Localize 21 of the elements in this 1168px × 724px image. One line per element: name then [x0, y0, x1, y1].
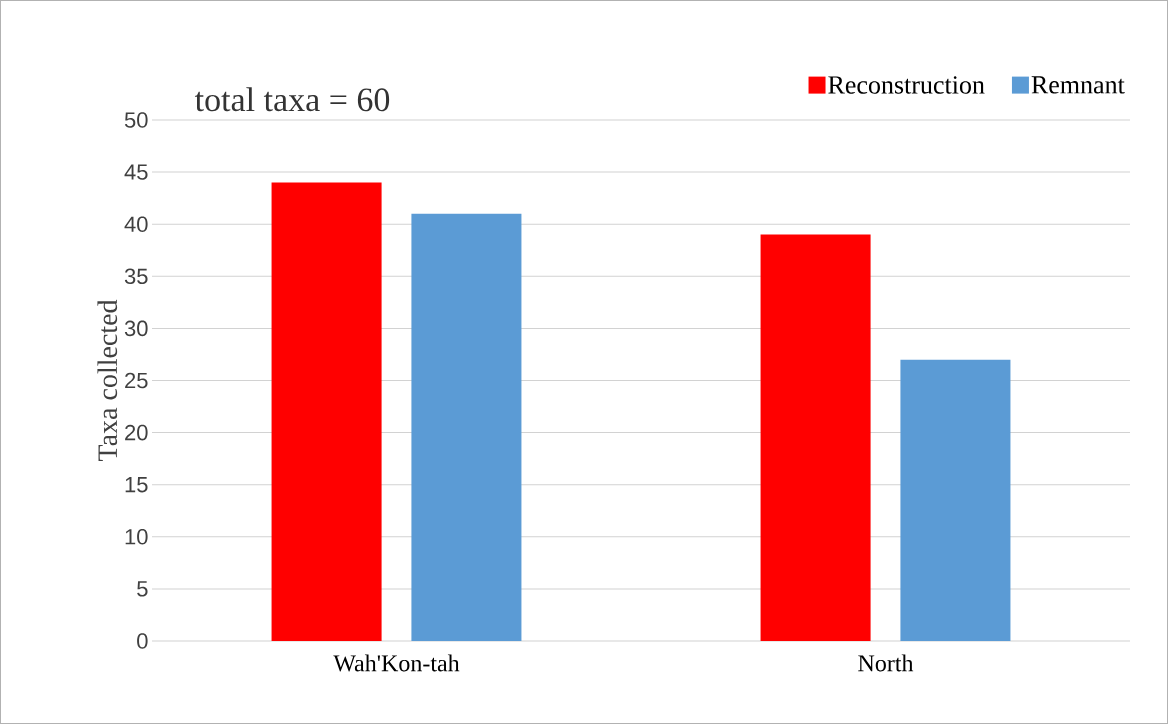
bar: [411, 213, 522, 641]
x-tick-label: Wah'Kon-tah: [333, 654, 460, 672]
legend-label: Reconstruction: [828, 76, 985, 94]
y-tick-label: 45: [124, 164, 148, 180]
bar: [760, 234, 871, 641]
y-tick-label: 0: [137, 633, 148, 649]
y-tick-label: 40: [124, 216, 148, 232]
y-tick-label: 20: [125, 424, 148, 441]
y-tick-label: 35: [124, 268, 148, 285]
y-tick-label: 10: [125, 529, 148, 545]
y-tick-label: 25: [125, 372, 148, 389]
text: total taxa = 60: [194, 87, 390, 112]
y-tick-label: 50: [124, 112, 148, 128]
y-tick-label: 30: [124, 320, 148, 337]
y-tick-label: 15: [125, 477, 148, 493]
y-axis-title: Taxa collected: [97, 299, 118, 462]
bar: [271, 182, 382, 641]
x-tick-label: North: [858, 654, 914, 672]
y-tick-label: 5: [137, 581, 148, 597]
legend-label: Remnant: [1031, 76, 1125, 94]
bar: [900, 359, 1011, 641]
